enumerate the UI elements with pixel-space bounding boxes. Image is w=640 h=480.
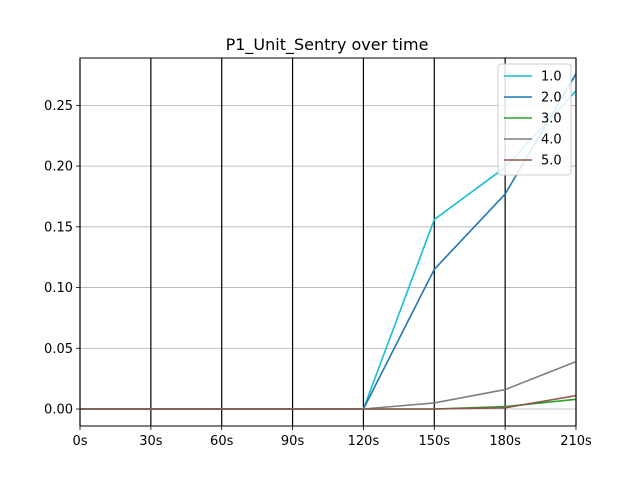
x-tick-label: 90s [281, 434, 305, 449]
y-tick-label: 0.00 [44, 402, 73, 417]
x-tick-label: 30s [139, 434, 163, 449]
legend-label: 2.0 [541, 91, 562, 106]
legend: 1.0 2.0 3.0 4.0 5.0 [497, 63, 572, 176]
x-tick-label: 0s [72, 434, 87, 449]
axes: 0.00 0.05 0.10 0.15 0.20 0.25 0s 30s 60s 90s 120s 1… [44, 99, 592, 449]
series-line-4-0 [80, 360, 577, 410]
y-tick-label: 0.25 [44, 99, 73, 114]
legend-box [497, 63, 572, 176]
x-tick-label: 120s [348, 434, 380, 449]
legend-label: 5.0 [541, 154, 562, 169]
x-tick-label: 180s [489, 434, 521, 449]
x-tick-label: 60s [210, 434, 234, 449]
x-tick-label: 150s [418, 434, 450, 449]
y-tick-label: 0.05 [44, 342, 73, 357]
y-tick-label: 0.15 [44, 220, 73, 235]
chart-title: P1_Unit_Sentry over time [226, 35, 429, 55]
series-lines [80, 73, 577, 410]
x-tick-label: 210s [560, 434, 592, 449]
plot-frame [79, 57, 577, 427]
legend-label: 3.0 [541, 112, 562, 127]
y-tick-label: 0.10 [44, 281, 73, 296]
legend-label: 1.0 [541, 70, 562, 85]
y-tick-label: 0.20 [44, 160, 73, 175]
legend-label: 4.0 [541, 133, 562, 148]
series-line-5-0 [80, 394, 577, 410]
